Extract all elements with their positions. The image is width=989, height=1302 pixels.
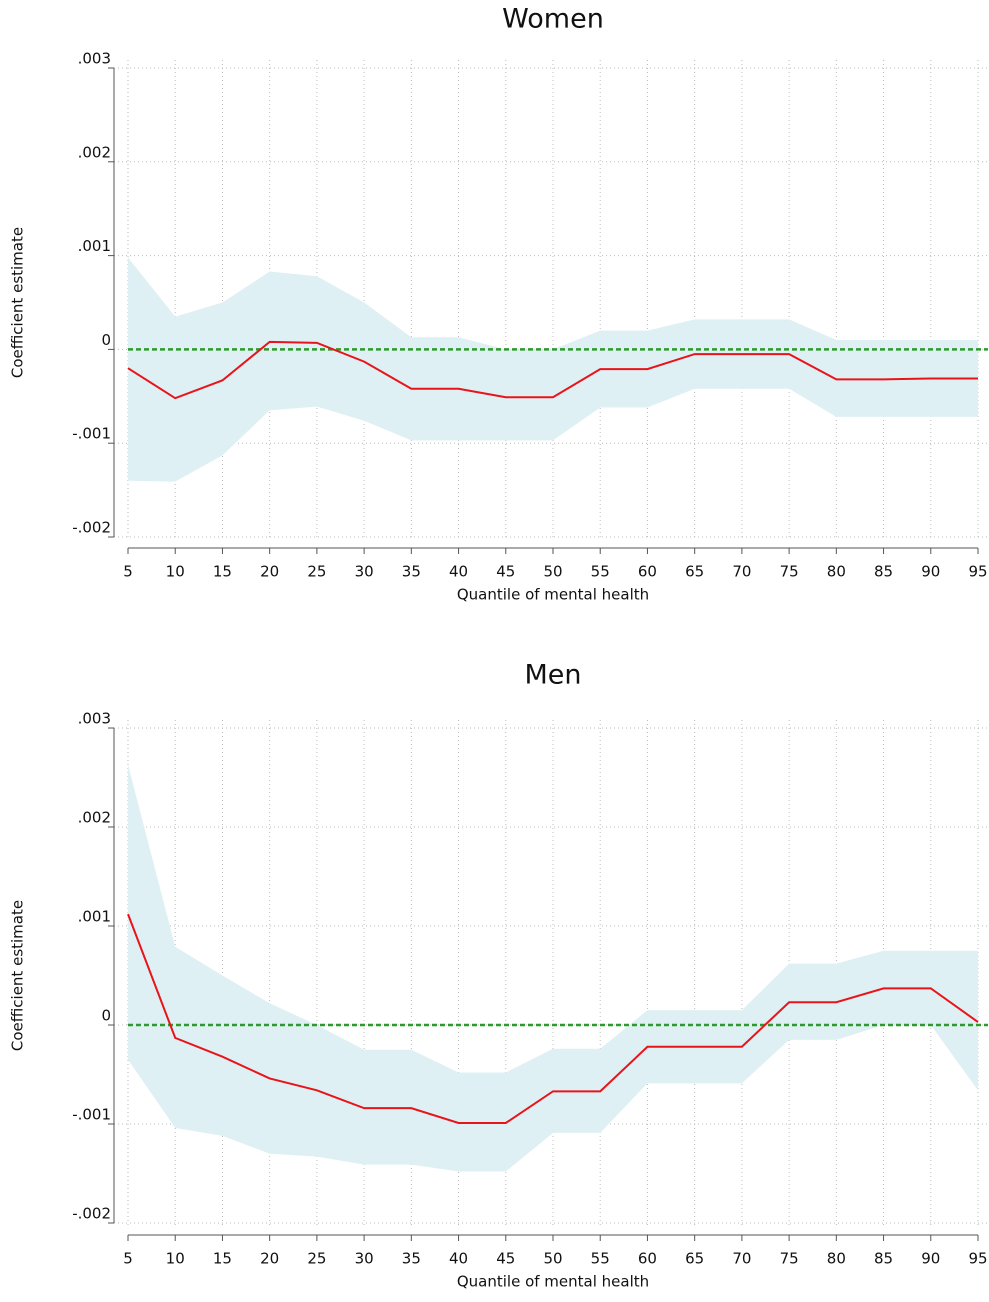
x-tick-label: 65 (685, 563, 704, 581)
x-tick-label: 70 (732, 1250, 751, 1268)
x-tick-label: 45 (496, 563, 515, 581)
y-tick-label: .002 (78, 143, 111, 161)
x-tick-label: 60 (638, 1250, 657, 1268)
chart-title: Women (502, 4, 604, 35)
x-tick-label: 75 (780, 1250, 799, 1268)
x-tick-label: 75 (780, 563, 799, 581)
x-tick-label: 25 (307, 563, 326, 581)
x-tick-label: 30 (355, 563, 374, 581)
y-axis-title: Coefficient estimate (9, 227, 27, 378)
x-tick-label: 20 (260, 563, 279, 581)
x-tick-label: 95 (968, 563, 987, 581)
y-tick-label: .002 (78, 809, 111, 827)
y-tick-label: -.002 (72, 519, 111, 537)
x-tick-label: 70 (732, 563, 751, 581)
y-tick-label: -.001 (72, 1106, 111, 1124)
y-tick-label: .001 (78, 908, 111, 926)
x-tick-label: 10 (166, 1250, 185, 1268)
x-tick-label: 25 (307, 1250, 326, 1268)
y-tick-label: 0 (101, 331, 111, 349)
x-tick-label: 60 (638, 563, 657, 581)
y-axis-title: Coefficient estimate (9, 900, 27, 1051)
x-tick-label: 45 (496, 1250, 515, 1268)
x-tick-label: 80 (827, 1250, 846, 1268)
y-tick-label: 0 (101, 1007, 111, 1025)
y-tick-label: .001 (78, 237, 111, 255)
y-tick-label: -.001 (72, 425, 111, 443)
confidence-band (128, 257, 978, 482)
y-tick-label: .003 (78, 710, 111, 728)
chart-title: Men (524, 660, 581, 691)
x-tick-label: 50 (543, 563, 562, 581)
x-tick-label: 55 (591, 1250, 610, 1268)
x-tick-label: 15 (213, 1250, 232, 1268)
x-tick-label: 40 (449, 1250, 468, 1268)
data-line (127, 913, 979, 1125)
x-tick-label: 50 (543, 1250, 562, 1268)
x-tick-label: 40 (449, 563, 468, 581)
x-tick-label: 35 (402, 563, 421, 581)
x-tick-label: 55 (591, 563, 610, 581)
y-tick-label: .003 (78, 50, 111, 68)
x-tick-label: 90 (921, 563, 940, 581)
y-tick-label: -.002 (72, 1205, 111, 1223)
x-axis-title: Quantile of mental health (457, 1273, 649, 1291)
x-tick-label: 85 (874, 563, 893, 581)
x-tick-label: 15 (213, 563, 232, 581)
confidence-band (128, 764, 978, 1172)
x-tick-label: 10 (166, 563, 185, 581)
data-line (127, 340, 978, 400)
x-tick-label: 35 (402, 1250, 421, 1268)
x-tick-label: 85 (874, 1250, 893, 1268)
x-tick-label: 30 (355, 1250, 374, 1268)
x-tick-label: 5 (123, 1250, 133, 1268)
x-tick-label: 90 (921, 1250, 940, 1268)
x-tick-label: 5 (123, 563, 133, 581)
x-tick-label: 65 (685, 1250, 704, 1268)
x-tick-label: 80 (827, 563, 846, 581)
x-axis-title: Quantile of mental health (457, 586, 649, 604)
x-tick-label: 20 (260, 1250, 279, 1268)
x-tick-label: 95 (968, 1250, 987, 1268)
